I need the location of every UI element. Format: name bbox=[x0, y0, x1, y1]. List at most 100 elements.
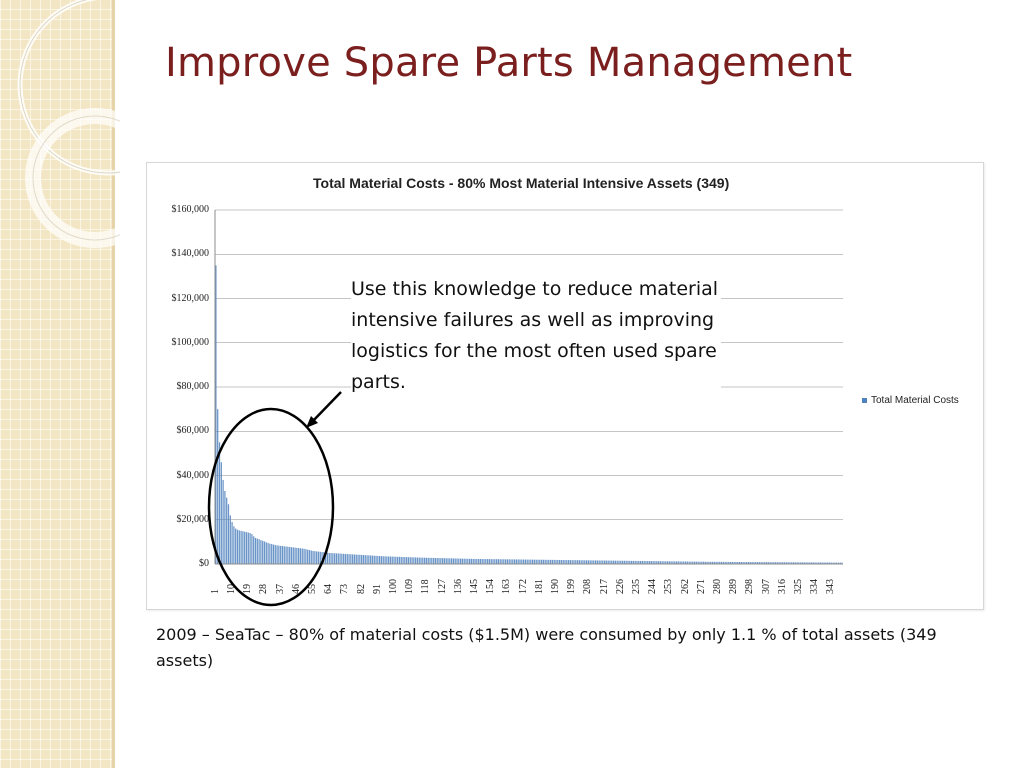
bar bbox=[760, 562, 762, 564]
bar bbox=[589, 560, 591, 564]
bar bbox=[704, 561, 706, 564]
bar bbox=[289, 546, 291, 564]
bar bbox=[549, 559, 552, 564]
bar bbox=[807, 562, 809, 564]
bar bbox=[708, 561, 710, 564]
y-tick-label: $100,000 bbox=[171, 336, 210, 348]
bar bbox=[434, 557, 437, 564]
bar bbox=[375, 555, 377, 564]
bar bbox=[614, 560, 616, 564]
bar bbox=[656, 561, 658, 564]
bar bbox=[567, 560, 570, 564]
bar bbox=[648, 561, 651, 564]
bar bbox=[386, 556, 388, 564]
bar bbox=[227, 504, 230, 564]
bar bbox=[303, 548, 305, 564]
chart-title: Total Material Costs - 80% Most Material… bbox=[313, 175, 730, 191]
bar bbox=[533, 559, 536, 564]
bar bbox=[675, 561, 678, 564]
bar bbox=[641, 560, 643, 564]
bar bbox=[659, 561, 661, 564]
bar bbox=[503, 559, 505, 564]
bar bbox=[720, 561, 723, 564]
bar bbox=[271, 544, 273, 564]
bar bbox=[672, 561, 674, 564]
bar bbox=[334, 553, 336, 564]
bar bbox=[569, 560, 572, 564]
bar bbox=[522, 559, 525, 564]
bar bbox=[220, 462, 222, 564]
bar bbox=[706, 561, 708, 564]
bar bbox=[515, 559, 518, 564]
bar bbox=[544, 559, 546, 564]
bar bbox=[756, 562, 759, 564]
bar bbox=[764, 562, 766, 564]
bar bbox=[384, 556, 386, 564]
callout-arrow-line bbox=[309, 391, 342, 425]
bar bbox=[751, 562, 753, 564]
bar bbox=[728, 561, 730, 564]
bar bbox=[528, 559, 530, 564]
bar bbox=[226, 497, 228, 565]
bar bbox=[292, 547, 294, 564]
bar bbox=[357, 554, 359, 564]
bar bbox=[321, 552, 323, 564]
bar bbox=[699, 561, 701, 564]
bar bbox=[823, 562, 825, 564]
slide-title: Improve Spare Parts Management bbox=[165, 40, 853, 86]
bar bbox=[281, 546, 284, 564]
bar bbox=[771, 562, 773, 564]
bar bbox=[450, 558, 453, 564]
bar bbox=[490, 559, 492, 564]
bar bbox=[492, 559, 494, 564]
bar bbox=[510, 559, 512, 564]
bar bbox=[352, 554, 354, 564]
bar bbox=[341, 553, 343, 564]
bar bbox=[800, 562, 802, 564]
bar bbox=[805, 562, 807, 564]
bar bbox=[821, 562, 823, 564]
bar bbox=[244, 531, 246, 564]
bar bbox=[600, 560, 602, 564]
bar bbox=[697, 561, 699, 564]
bar bbox=[769, 562, 771, 564]
bar bbox=[580, 560, 582, 564]
bar bbox=[389, 556, 392, 564]
bar bbox=[454, 558, 456, 564]
bar bbox=[299, 548, 302, 564]
bar bbox=[445, 558, 447, 564]
bar bbox=[359, 554, 361, 564]
bar bbox=[729, 561, 732, 564]
bar bbox=[415, 557, 417, 564]
bar bbox=[440, 558, 442, 564]
bar bbox=[373, 555, 375, 564]
bar bbox=[717, 561, 719, 564]
bar bbox=[350, 554, 352, 564]
bar bbox=[657, 561, 660, 564]
bar bbox=[474, 558, 476, 564]
bar bbox=[247, 532, 249, 564]
bar bbox=[702, 561, 705, 564]
bar bbox=[782, 562, 784, 564]
bar bbox=[402, 556, 404, 564]
bar bbox=[819, 562, 822, 564]
bar bbox=[526, 559, 528, 564]
bar bbox=[834, 562, 836, 564]
bar bbox=[276, 545, 278, 564]
bar bbox=[735, 561, 737, 564]
decorative-ring-large-outline bbox=[19, 0, 120, 174]
bar bbox=[310, 550, 312, 564]
bar bbox=[483, 559, 485, 564]
bar bbox=[476, 558, 478, 564]
bar bbox=[726, 561, 728, 564]
bar bbox=[404, 557, 406, 564]
bar bbox=[424, 557, 426, 564]
bar bbox=[429, 557, 431, 564]
bar bbox=[812, 562, 814, 564]
bar bbox=[573, 560, 575, 564]
bar bbox=[328, 552, 330, 564]
bar bbox=[582, 560, 584, 564]
bar bbox=[263, 541, 266, 564]
y-tick-label: $120,000 bbox=[171, 292, 210, 304]
bar bbox=[416, 557, 419, 564]
